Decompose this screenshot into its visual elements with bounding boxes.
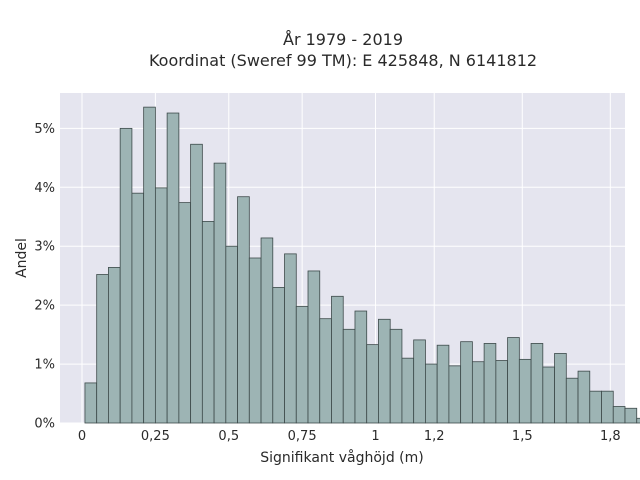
- y-axis-title: Andel: [14, 238, 30, 278]
- histogram-bar: [178, 202, 192, 424]
- chart-title-line-2: Koordinat (Sweref 99 TM): E 425848, N 61…: [149, 51, 537, 70]
- histogram-bar: [565, 377, 579, 424]
- histogram-bar: [260, 237, 274, 424]
- histogram-bar: [507, 337, 520, 424]
- histogram-bar: [307, 270, 321, 424]
- histogram-bar: [471, 361, 485, 424]
- histogram-bar: [248, 257, 262, 424]
- histogram-bar: [201, 221, 215, 424]
- histogram-bar: [624, 407, 638, 424]
- histogram-bar: [612, 406, 626, 424]
- y-tick-label: 0%: [34, 417, 55, 432]
- x-tick-label: 1: [371, 429, 379, 444]
- histogram-bar: [190, 143, 203, 424]
- histogram-bar: [354, 310, 368, 424]
- x-tick-label: 1,2: [424, 429, 445, 444]
- histogram-bar: [143, 106, 156, 424]
- histogram-bar: [119, 127, 133, 424]
- histogram-bar: [589, 390, 602, 424]
- histogram-bar: [636, 417, 640, 424]
- histogram-bar: [225, 245, 238, 424]
- histogram-bar: [237, 196, 250, 424]
- x-tick-label: 0,5: [218, 429, 239, 444]
- y-axis-ticks: 0% 1% 2% 3% 4% 5%: [34, 122, 55, 432]
- histogram-bars: [84, 106, 640, 424]
- histogram-bar: [554, 353, 567, 424]
- x-axis-ticks: 0 0,25 0,5 0,75 1 1,2 1,5 1,8: [78, 429, 621, 444]
- histogram-bar: [319, 318, 332, 424]
- histogram-bar: [131, 192, 145, 424]
- histogram-bar: [389, 328, 403, 424]
- y-tick-label: 5%: [34, 122, 55, 137]
- histogram-bar: [366, 344, 379, 424]
- histogram-bar: [401, 357, 415, 424]
- histogram-bar: [96, 274, 109, 424]
- histogram-bar: [601, 390, 614, 424]
- histogram-bar: [108, 267, 121, 424]
- histogram-bar: [284, 253, 297, 424]
- histogram-bar: [166, 112, 180, 424]
- histogram-bar: [213, 162, 227, 424]
- histogram-bar: [530, 343, 544, 424]
- x-tick-label: 1,8: [600, 429, 621, 444]
- histogram-bar: [518, 358, 532, 424]
- y-tick-label: 4%: [34, 181, 55, 196]
- histogram-bar: [413, 339, 426, 424]
- histogram-bar: [154, 187, 168, 424]
- histogram-bar: [272, 287, 285, 424]
- histogram-bar: [495, 360, 508, 424]
- y-tick-label: 3%: [34, 240, 55, 255]
- histogram-bar: [342, 328, 356, 424]
- x-axis-title: Signifikant våghöjd (m): [260, 449, 423, 466]
- histogram-bar: [448, 365, 462, 424]
- x-tick-label: 1,5: [512, 429, 533, 444]
- histogram-bar: [331, 295, 344, 424]
- histogram-bar: [577, 370, 591, 424]
- y-tick-label: 1%: [34, 358, 55, 373]
- histogram-bar: [84, 382, 98, 424]
- chart-title-line-1: År 1979 - 2019: [283, 30, 403, 49]
- histogram-bar: [425, 363, 438, 424]
- x-tick-label: 0,25: [141, 429, 170, 444]
- histogram-bar: [295, 305, 309, 424]
- histogram-bar: [460, 341, 473, 424]
- x-tick-label: 0,75: [288, 429, 317, 444]
- x-tick-label: 0: [78, 429, 86, 444]
- y-tick-label: 2%: [34, 299, 55, 314]
- histogram-bar: [436, 344, 450, 424]
- histogram-bar: [378, 318, 391, 424]
- histogram-bar: [483, 343, 497, 424]
- histogram-bar: [542, 366, 555, 424]
